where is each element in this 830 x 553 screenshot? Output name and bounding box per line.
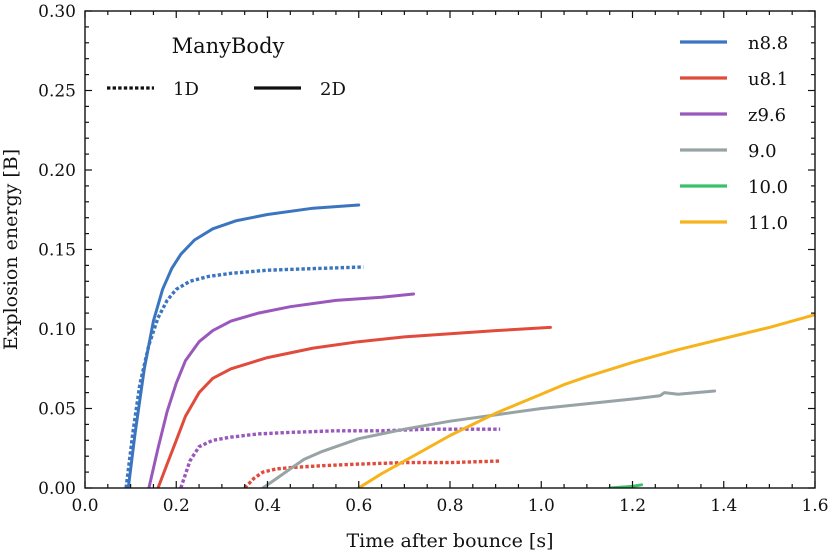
x-tick-label: 0.8 xyxy=(436,496,463,516)
color-legend-label: 9.0 xyxy=(748,141,777,162)
y-tick-label: 0.00 xyxy=(38,479,76,499)
series-line-z9-6-2d xyxy=(147,292,415,488)
x-tick-label: 0.4 xyxy=(254,496,281,516)
color-legend-label: z9.6 xyxy=(748,105,786,126)
ticks-layer xyxy=(84,10,816,489)
x-tick-label: 0.2 xyxy=(163,496,190,516)
series-line-n8-8-1d xyxy=(124,265,364,488)
y-tick-label: 0.05 xyxy=(38,400,76,420)
color-legend-label: 11.0 xyxy=(748,213,788,234)
color-legend-label: u8.1 xyxy=(748,69,788,90)
series-line-11-0-2d xyxy=(357,313,815,488)
style-legend-label: 2D xyxy=(320,79,346,100)
series-line-u8-1-2d xyxy=(156,325,552,488)
x-tick-label: 0.0 xyxy=(71,496,98,516)
y-tick-label: 0.15 xyxy=(38,241,76,261)
x-tick-labels: 0.0 0.2 0.4 0.6 0.8 1.0 1.2 1.4 1.6 xyxy=(71,496,828,516)
color-legend-label: 10.0 xyxy=(748,177,788,198)
x-tick-label: 1.2 xyxy=(619,496,646,516)
series-line-z9-6-1d xyxy=(179,427,501,488)
y-tick-label: 0.10 xyxy=(38,320,76,340)
series-line-u8-1-1d xyxy=(243,459,501,488)
x-tick-label: 1.0 xyxy=(528,496,555,516)
series-layer xyxy=(124,203,815,488)
x-tick-label: 0.6 xyxy=(345,496,372,516)
color-legend-label: n8.8 xyxy=(748,33,788,54)
series-line-9-0-2d xyxy=(261,389,717,488)
line-style-legend: 1D 2D xyxy=(107,79,346,100)
style-legend-label: 1D xyxy=(173,79,199,100)
y-tick-label: 0.20 xyxy=(38,161,76,181)
y-axis-label: Explosion energy [B] xyxy=(0,149,22,350)
x-tick-label: 1.4 xyxy=(710,496,737,516)
x-tick-label: 1.6 xyxy=(801,496,828,516)
y-tick-label: 0.30 xyxy=(38,2,76,22)
color-legend: n8.8 u8.1 z9.6 9.0 10.0 11.0 xyxy=(680,33,788,234)
y-tick-label: 0.25 xyxy=(38,82,76,102)
x-axis-label: Time after bounce [s] xyxy=(347,530,554,552)
y-tick-labels: 0.00 0.05 0.10 0.15 0.20 0.25 0.30 xyxy=(38,2,76,499)
chart-title: ManyBody xyxy=(172,34,285,58)
